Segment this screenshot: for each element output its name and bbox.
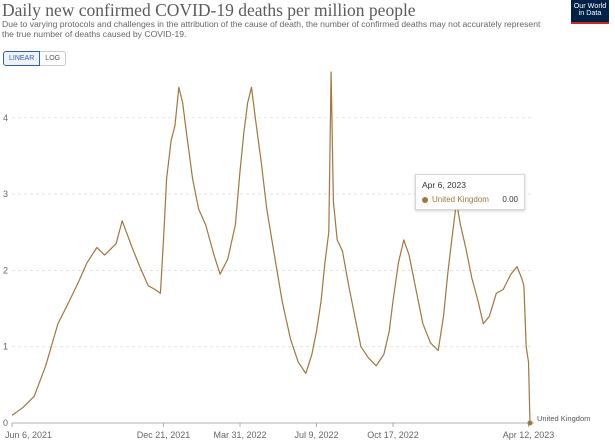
scale-toggle: LINEAR LOG: [3, 51, 67, 66]
x-tick-label: Apr 12, 2023: [503, 430, 555, 440]
logo-line-1: Our World: [573, 0, 607, 10]
tooltip-date: Apr 6, 2023: [422, 180, 466, 190]
x-tick-label: Oct 17, 2022: [367, 430, 419, 440]
series-end-point: [527, 420, 533, 426]
tooltip-value: 0.00: [502, 195, 518, 204]
log-scale-button[interactable]: LOG: [40, 51, 67, 66]
series-line-united-kingdom: [11, 71, 531, 424]
x-tick-label: Jul 9, 2022: [295, 430, 339, 440]
tooltip-row: United Kingdom 0.00: [422, 195, 518, 204]
y-tick-label: 1: [3, 342, 8, 352]
chart-title: Daily new confirmed COVID-19 deaths per …: [2, 0, 416, 20]
series-end-label: United Kingdom: [537, 414, 590, 423]
logo-line-2: in Data: [578, 8, 602, 18]
linear-scale-button[interactable]: LINEAR: [3, 51, 41, 66]
x-tick-label: Dec 21, 2021: [137, 430, 191, 440]
tooltip-series-name: United Kingdom: [432, 195, 489, 204]
x-tick-label: Mar 31, 2022: [213, 430, 266, 440]
x-tick-label: Jun 6, 2021: [5, 430, 52, 440]
y-tick-label: 2: [3, 265, 8, 275]
series-color-dot: [422, 196, 428, 203]
y-tick-label: 4: [3, 113, 8, 123]
hover-tooltip: Apr 6, 2023 United Kingdom 0.00: [415, 174, 525, 210]
chart-subtitle: Due to varying protocols and challenges …: [2, 19, 541, 40]
y-tick-label: 3: [3, 189, 8, 199]
owid-logo[interactable]: Our World in Data: [571, 0, 609, 24]
y-tick-label: 0: [3, 418, 8, 428]
